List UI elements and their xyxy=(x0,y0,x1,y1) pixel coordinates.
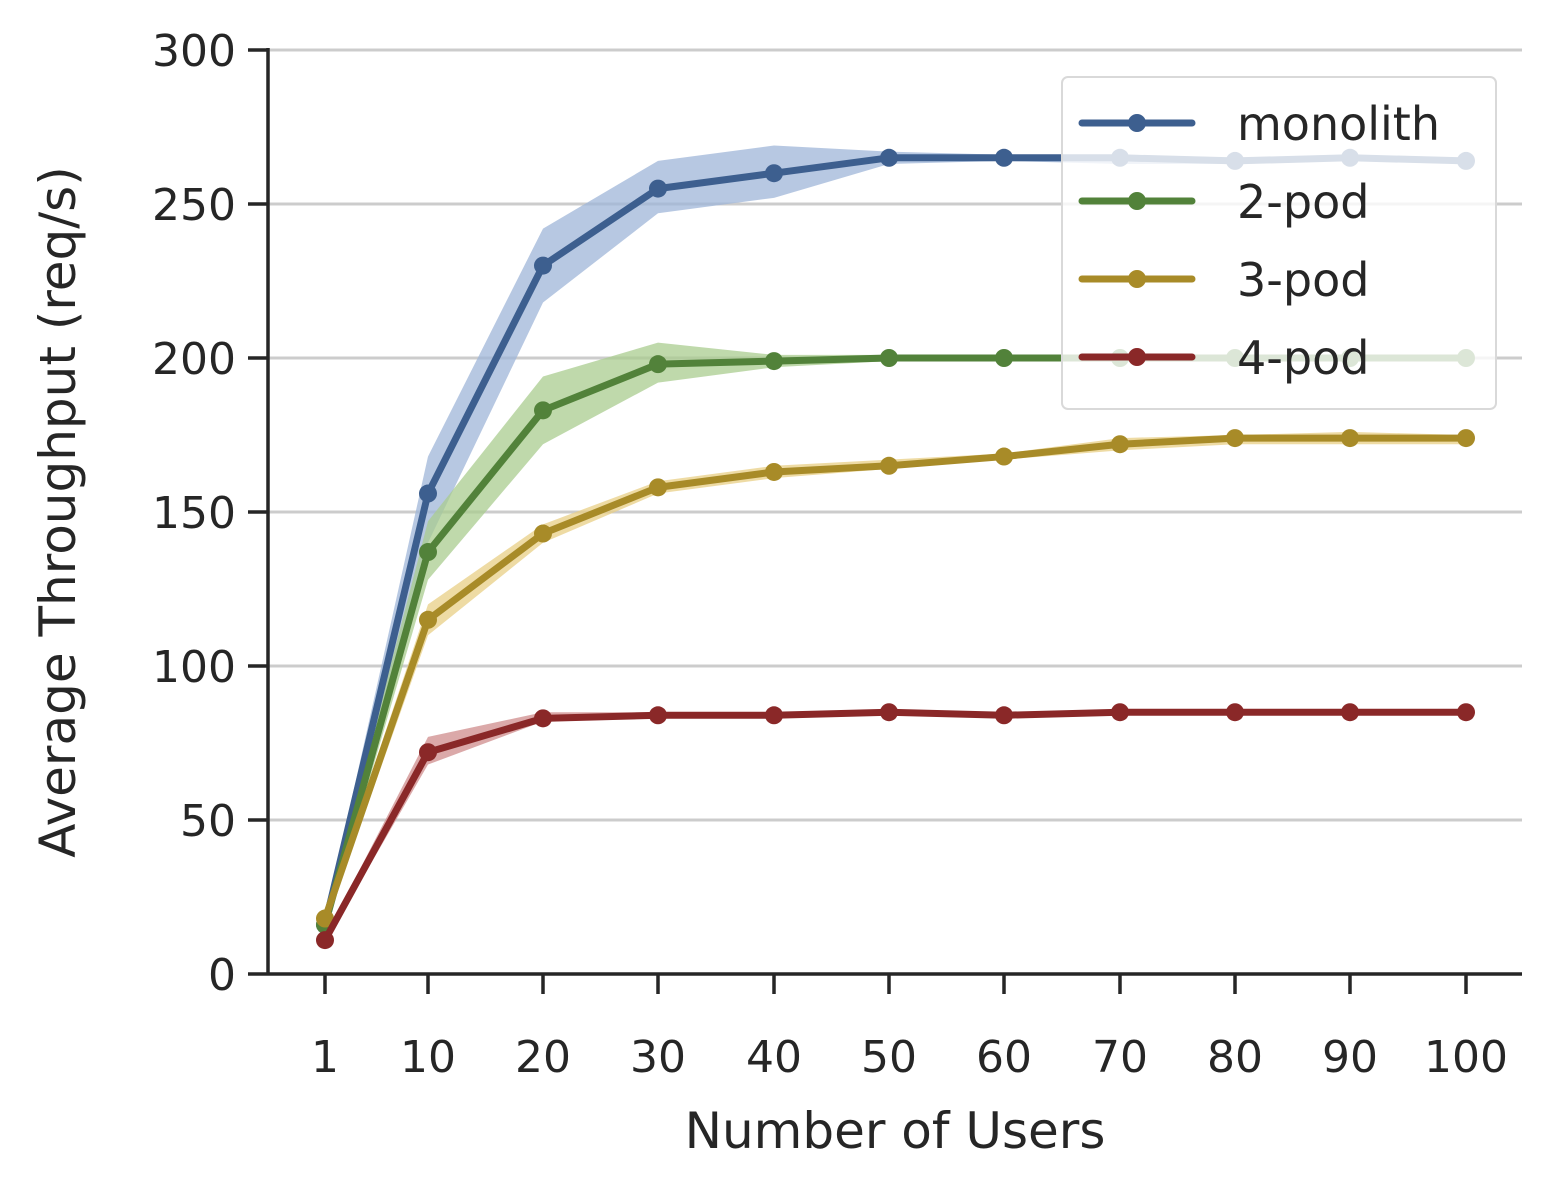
point-2-pod-10 xyxy=(419,543,437,562)
legend-marker-monolith xyxy=(1128,114,1146,132)
legend-label-monolith: monolith xyxy=(1237,97,1440,151)
legend-marker-4-pod xyxy=(1128,348,1146,366)
y-tick-label-200: 200 xyxy=(152,334,236,385)
point-4-pod-60 xyxy=(995,706,1013,725)
point-4-pod-100 xyxy=(1457,703,1475,722)
legend-marker-3-pod xyxy=(1128,270,1146,288)
point-4-pod-70 xyxy=(1111,703,1129,722)
legend-box xyxy=(1061,76,1497,410)
series-4-pod xyxy=(316,703,1475,950)
legend: monolith 2-pod 3-pod 4-pod xyxy=(1061,76,1497,410)
point-4-pod-30 xyxy=(649,706,667,725)
band-4-pod xyxy=(325,709,1466,944)
y-tick-label-150: 150 xyxy=(152,488,236,539)
x-tick-label-40: 40 xyxy=(746,1032,802,1083)
point-2-pod-60 xyxy=(995,349,1013,367)
point-3-pod-100 xyxy=(1457,429,1475,448)
y-tick-label-250: 250 xyxy=(152,180,236,231)
y-tick-label-50: 50 xyxy=(180,796,236,847)
point-4-pod-1 xyxy=(316,931,334,950)
legend-marker-2-pod xyxy=(1128,192,1146,210)
point-monolith-60 xyxy=(995,148,1013,167)
point-monolith-10 xyxy=(419,484,437,503)
point-3-pod-70 xyxy=(1111,435,1129,454)
series-3-pod xyxy=(316,429,1475,928)
point-monolith-20 xyxy=(534,256,552,275)
y-tick-label-100: 100 xyxy=(152,642,236,693)
point-2-pod-20 xyxy=(534,401,552,420)
legend-item-3-pod: 3-pod xyxy=(1078,253,1369,307)
point-2-pod-40 xyxy=(765,352,783,371)
legend-item-2-pod: 2-pod xyxy=(1078,175,1369,229)
point-monolith-50 xyxy=(880,148,898,167)
point-monolith-30 xyxy=(649,179,667,198)
point-3-pod-40 xyxy=(765,462,783,481)
legend-label-3-pod: 3-pod xyxy=(1237,253,1369,307)
point-3-pod-10 xyxy=(419,610,437,629)
point-2-pod-30 xyxy=(649,355,667,374)
point-3-pod-90 xyxy=(1341,429,1359,448)
legend-label-4-pod: 4-pod xyxy=(1237,331,1369,385)
axes: 0 50 100 150 200 250 300 1 10 20 30 40 50 60 70 80 90 100… xyxy=(29,26,1522,1160)
band-2-pod xyxy=(325,342,1466,931)
x-tick-label-1: 1 xyxy=(311,1032,339,1083)
point-monolith-40 xyxy=(765,164,783,183)
x-tick-label-60: 60 xyxy=(976,1032,1032,1083)
x-tick-label-90: 90 xyxy=(1322,1032,1378,1083)
point-3-pod-20 xyxy=(534,524,552,543)
y-tick-label-300: 300 xyxy=(152,26,236,77)
point-4-pod-20 xyxy=(534,709,552,728)
x-tick-label-70: 70 xyxy=(1092,1032,1148,1083)
x-axis-title: Number of Users xyxy=(685,1102,1106,1160)
x-tick-label-20: 20 xyxy=(515,1032,571,1083)
y-axis-title: Average Throughput (req/s) xyxy=(29,166,87,857)
point-4-pod-90 xyxy=(1341,703,1359,722)
y-tick-label-0: 0 xyxy=(208,950,236,1001)
point-3-pod-80 xyxy=(1226,429,1244,448)
point-4-pod-50 xyxy=(880,703,898,722)
point-3-pod-50 xyxy=(880,456,898,475)
x-tick-label-80: 80 xyxy=(1207,1032,1263,1083)
point-4-pod-40 xyxy=(765,706,783,725)
legend-label-2-pod: 2-pod xyxy=(1237,175,1369,229)
point-3-pod-60 xyxy=(995,447,1013,466)
x-tick-label-10: 10 xyxy=(400,1032,456,1083)
point-3-pod-30 xyxy=(649,478,667,497)
band-3-pod xyxy=(325,431,1466,925)
legend-item-monolith: monolith xyxy=(1078,97,1440,151)
x-tick-label-50: 50 xyxy=(861,1032,917,1083)
legend-item-4-pod: 4-pod xyxy=(1078,331,1369,385)
x-tick-label-30: 30 xyxy=(630,1032,686,1083)
line-4-pod xyxy=(321,708,1470,944)
line-3-pod xyxy=(321,434,1470,923)
point-2-pod-50 xyxy=(880,349,898,367)
point-3-pod-1 xyxy=(316,909,334,928)
point-4-pod-10 xyxy=(419,743,437,762)
point-4-pod-80 xyxy=(1226,703,1244,722)
x-tick-label-100: 100 xyxy=(1424,1032,1508,1083)
